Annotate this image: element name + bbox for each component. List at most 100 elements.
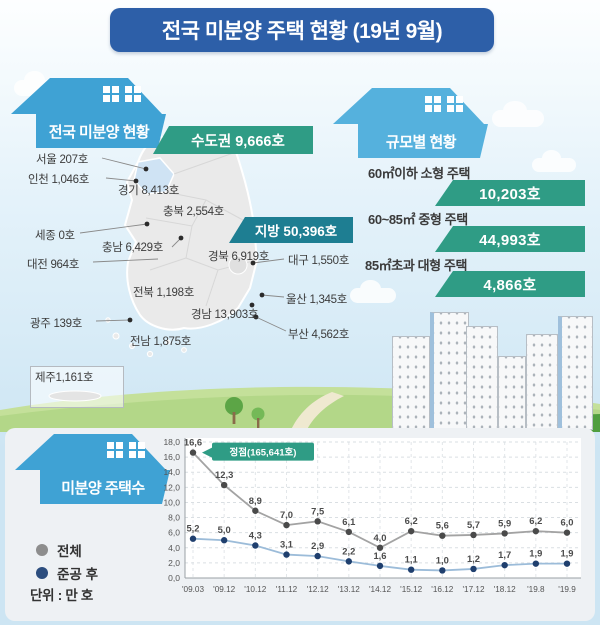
svg-text:8,0: 8,0 xyxy=(168,513,180,523)
capital-region-banner: 수도권 9,666호 xyxy=(153,126,313,154)
svg-text:3,1: 3,1 xyxy=(280,539,293,550)
svg-text:'11.12: '11.12 xyxy=(276,585,298,594)
chart-section-title: 미분양 주택수 xyxy=(61,479,145,497)
svg-text:5,0: 5,0 xyxy=(218,524,231,535)
cloud-icon xyxy=(532,150,576,172)
map-label-daejeon: 대전 964호 xyxy=(27,259,80,271)
svg-text:4,0: 4,0 xyxy=(373,532,386,543)
svg-text:1,6: 1,6 xyxy=(373,550,386,561)
map-label-gyeongbuk: 경북 6,919호 xyxy=(208,251,270,263)
page-title: 전국 미분양 주택 현황 (19년 9월) xyxy=(110,8,494,52)
svg-text:8,9: 8,9 xyxy=(249,495,262,506)
size-small-value: 10,203호 xyxy=(435,180,585,206)
size-small-label: 60㎡이하 소형 주택 xyxy=(368,166,471,181)
size-medium-label: 60~85㎡ 중형 주택 xyxy=(368,212,468,227)
regional-banner: 지방 50,396호 xyxy=(229,217,353,243)
svg-text:'15.12: '15.12 xyxy=(400,585,422,594)
svg-text:'09.12: '09.12 xyxy=(213,585,235,594)
svg-text:'17.12: '17.12 xyxy=(462,585,484,594)
map-label-seoul: 서울 207호 xyxy=(36,154,89,166)
legend-total-label: 전체 xyxy=(57,544,82,559)
size-medium-value: 44,993호 xyxy=(435,226,585,252)
map-label-chungnam: 충남 6,429호 xyxy=(102,242,164,254)
svg-text:'16.12: '16.12 xyxy=(431,585,453,594)
map-label-jeonnam: 전남 1,875호 xyxy=(130,336,192,348)
svg-text:0,0: 0,0 xyxy=(168,573,180,583)
svg-text:'18.12: '18.12 xyxy=(494,585,516,594)
chart-section-header: 미분양 주택수 xyxy=(12,430,172,508)
svg-text:2,9: 2,9 xyxy=(311,540,324,551)
legend-completed-dot xyxy=(36,567,48,579)
map-label-chungbuk: 충북 2,554호 xyxy=(163,206,225,218)
svg-text:1,0: 1,0 xyxy=(436,554,449,565)
size-section-title: 규모별 현황 xyxy=(385,133,457,151)
svg-text:1,7: 1,7 xyxy=(498,549,511,560)
national-section-header: 전국 미분양 현황 xyxy=(8,74,168,152)
map-label-jeju: 제주1,161호 xyxy=(35,372,94,384)
svg-text:5,2: 5,2 xyxy=(186,523,199,534)
korea-map xyxy=(105,135,259,358)
svg-text:7,5: 7,5 xyxy=(311,505,324,516)
svg-text:1,1: 1,1 xyxy=(405,554,418,565)
svg-text:2,0: 2,0 xyxy=(168,558,180,568)
svg-text:5,6: 5,6 xyxy=(436,520,449,531)
svg-text:12,3: 12,3 xyxy=(215,469,233,480)
svg-text:6,2: 6,2 xyxy=(529,515,542,526)
house-icon xyxy=(333,88,488,158)
svg-text:1,2: 1,2 xyxy=(467,553,480,564)
svg-text:'19.9: '19.9 xyxy=(558,585,576,594)
size-large-value: 4,866호 xyxy=(435,271,585,297)
map-label-ulsan: 울산 1,345호 xyxy=(286,294,348,306)
legend-completed-label: 준공 후 xyxy=(57,567,99,582)
svg-text:2,2: 2,2 xyxy=(342,545,355,556)
map-label-daegu: 대구 1,550호 xyxy=(288,255,350,267)
map-label-gwangju: 광주 139호 xyxy=(30,318,83,330)
svg-text:14,0: 14,0 xyxy=(163,467,180,477)
svg-text:10,0: 10,0 xyxy=(163,497,180,507)
legend-completed: 준공 후 xyxy=(36,563,98,583)
svg-text:4,0: 4,0 xyxy=(168,543,180,553)
svg-text:6,0: 6,0 xyxy=(168,528,180,538)
svg-text:16,6: 16,6 xyxy=(184,437,202,448)
svg-text:6,2: 6,2 xyxy=(405,515,418,526)
svg-text:'13.12: '13.12 xyxy=(338,585,360,594)
svg-text:'12.12: '12.12 xyxy=(307,585,329,594)
svg-text:1,9: 1,9 xyxy=(529,548,542,559)
svg-text:1,9: 1,9 xyxy=(560,548,573,559)
jeju-box: 제주1,161호 xyxy=(30,366,124,408)
svg-text:7,0: 7,0 xyxy=(280,509,293,520)
svg-text:'14.12: '14.12 xyxy=(369,585,391,594)
svg-text:5,9: 5,9 xyxy=(498,517,511,528)
cloud-icon xyxy=(350,279,396,303)
size-large-label: 85㎡초과 대형 주택 xyxy=(365,258,468,273)
legend-total-dot xyxy=(36,544,48,556)
svg-text:16,0: 16,0 xyxy=(163,452,180,462)
map-label-incheon: 인천 1,046호 xyxy=(28,174,90,186)
national-section-title: 전국 미분양 현황 xyxy=(48,123,150,141)
map-label-sejong: 세종 0호 xyxy=(35,230,75,242)
svg-text:'09.03: '09.03 xyxy=(182,585,204,594)
jeju-island-icon xyxy=(48,390,102,402)
svg-text:6,0: 6,0 xyxy=(560,517,573,528)
svg-text:6,1: 6,1 xyxy=(342,516,355,527)
cloud-icon xyxy=(492,100,544,127)
buildings-illustration xyxy=(390,298,593,430)
svg-text:5,7: 5,7 xyxy=(467,519,480,530)
map-label-gyeonggi: 경기 8,413호 xyxy=(118,185,180,197)
size-section-header: 규모별 현황 xyxy=(330,84,490,162)
svg-text:'10.12: '10.12 xyxy=(244,585,266,594)
map-label-jeonbuk: 전북 1,198호 xyxy=(133,287,195,299)
svg-text:4,3: 4,3 xyxy=(249,530,262,541)
svg-text:12,0: 12,0 xyxy=(163,482,180,492)
svg-text:정점(165,641호): 정점(165,641호) xyxy=(230,447,297,459)
svg-text:'19.8: '19.8 xyxy=(527,585,545,594)
house-icon xyxy=(11,78,166,148)
map-label-busan: 부산 4,562호 xyxy=(288,329,350,341)
house-icon xyxy=(15,434,170,504)
legend-total: 전체 xyxy=(36,540,82,560)
line-chart: '09.03 '09.12 '10.12 '11.12 '12.12 '13.12 '14.… xyxy=(163,437,581,594)
unit-label: 단위 : 만 호 xyxy=(30,588,94,603)
svg-text:18,0: 18,0 xyxy=(163,437,180,447)
map-label-gyeongnam: 경남 13,903호 xyxy=(191,309,259,321)
